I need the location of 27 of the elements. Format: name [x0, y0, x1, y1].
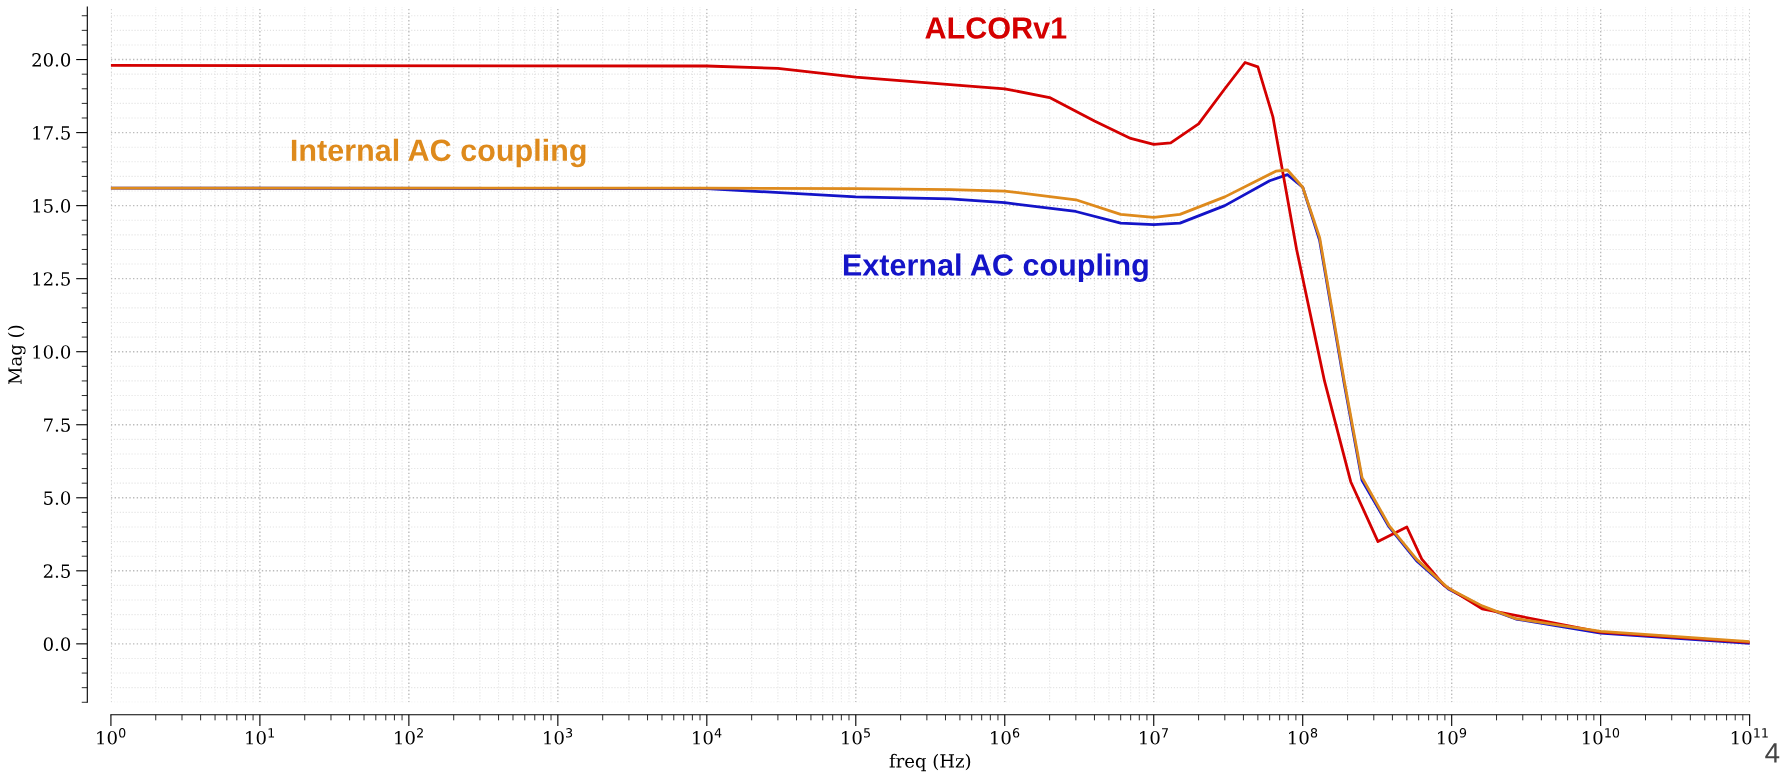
x-tick-label: 10$^{3}$ [544, 728, 573, 745]
series-label: ALCORv1 [925, 17, 1067, 39]
x-tick-label: 10$^{10}$ [1582, 728, 1620, 745]
x-axis-title: freq (Hz) [889, 753, 971, 772]
x-tick-label: 10$^{11}$ [1731, 728, 1768, 745]
series-label: Internal AC coupling [291, 138, 586, 168]
x-tick-label: 10$^{8}$ [1289, 728, 1318, 745]
x-tick-label: 10$^{4}$ [693, 728, 722, 745]
y-tick-label: 10.0 [33, 345, 71, 359]
y-axis-title: Mag () [7, 325, 26, 385]
y-tick-label: 20.0 [32, 53, 71, 67]
y-tick-label: 5.0 [44, 491, 71, 505]
x-tick-label: 10$^{9}$ [1438, 728, 1467, 745]
y-tick-label: 12.5 [33, 272, 70, 286]
y-tick-label: 17.5 [33, 126, 70, 140]
x-tick-label: 10$^{7}$ [1140, 728, 1168, 745]
y-tick-label: 2.5 [43, 564, 70, 578]
y-tick-label: 0.0 [43, 637, 71, 651]
x-tick-label: 10$^{1}$ [246, 728, 275, 745]
series-label: External AC coupling [843, 253, 1148, 283]
y-tick-label: 15.0 [33, 199, 71, 213]
y-tick-label: 7.5 [44, 418, 70, 432]
x-tick-label: 10$^{2}$ [395, 728, 423, 745]
x-tick-label: 10$^{5}$ [842, 728, 870, 745]
text: 4 [1765, 743, 1780, 763]
x-tick-label: 10$^{6}$ [991, 728, 1020, 745]
x-tick-label: 10$^{0}$ [97, 728, 126, 745]
